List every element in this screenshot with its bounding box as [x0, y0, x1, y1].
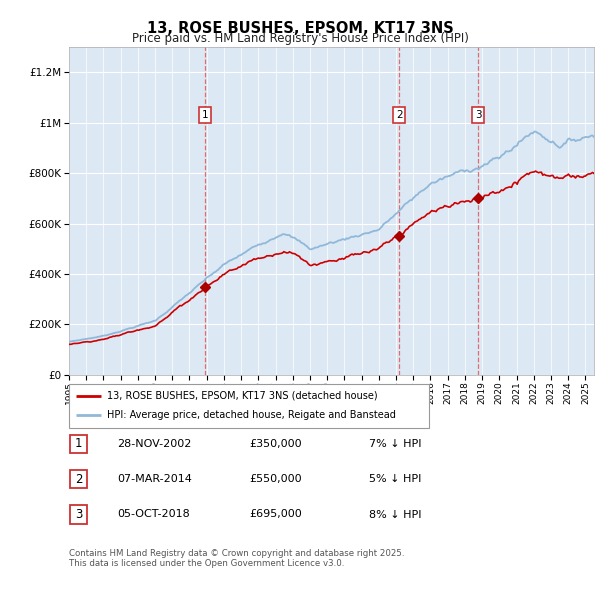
Text: HPI: Average price, detached house, Reigate and Banstead: HPI: Average price, detached house, Reig…	[107, 411, 395, 420]
Text: 07-MAR-2014: 07-MAR-2014	[117, 474, 192, 484]
Text: 2: 2	[396, 110, 403, 120]
Text: 28-NOV-2002: 28-NOV-2002	[117, 439, 191, 448]
Text: 2: 2	[75, 473, 82, 486]
FancyBboxPatch shape	[70, 506, 87, 523]
Text: 5% ↓ HPI: 5% ↓ HPI	[369, 474, 421, 484]
Text: 1: 1	[75, 437, 82, 450]
FancyBboxPatch shape	[69, 384, 429, 428]
Text: 1: 1	[202, 110, 208, 120]
Text: Contains HM Land Registry data © Crown copyright and database right 2025.: Contains HM Land Registry data © Crown c…	[69, 549, 404, 558]
Text: 13, ROSE BUSHES, EPSOM, KT17 3NS (detached house): 13, ROSE BUSHES, EPSOM, KT17 3NS (detach…	[107, 391, 377, 401]
Text: Price paid vs. HM Land Registry's House Price Index (HPI): Price paid vs. HM Land Registry's House …	[131, 32, 469, 45]
Text: 8% ↓ HPI: 8% ↓ HPI	[369, 510, 421, 519]
Text: £350,000: £350,000	[249, 439, 302, 448]
Text: 7% ↓ HPI: 7% ↓ HPI	[369, 439, 421, 448]
Text: 05-OCT-2018: 05-OCT-2018	[117, 510, 190, 519]
Text: £550,000: £550,000	[249, 474, 302, 484]
FancyBboxPatch shape	[70, 470, 87, 488]
Text: 3: 3	[75, 508, 82, 521]
Text: 13, ROSE BUSHES, EPSOM, KT17 3NS: 13, ROSE BUSHES, EPSOM, KT17 3NS	[146, 21, 454, 35]
Text: £695,000: £695,000	[249, 510, 302, 519]
Text: This data is licensed under the Open Government Licence v3.0.: This data is licensed under the Open Gov…	[69, 559, 344, 568]
FancyBboxPatch shape	[70, 435, 87, 453]
Text: 3: 3	[475, 110, 481, 120]
